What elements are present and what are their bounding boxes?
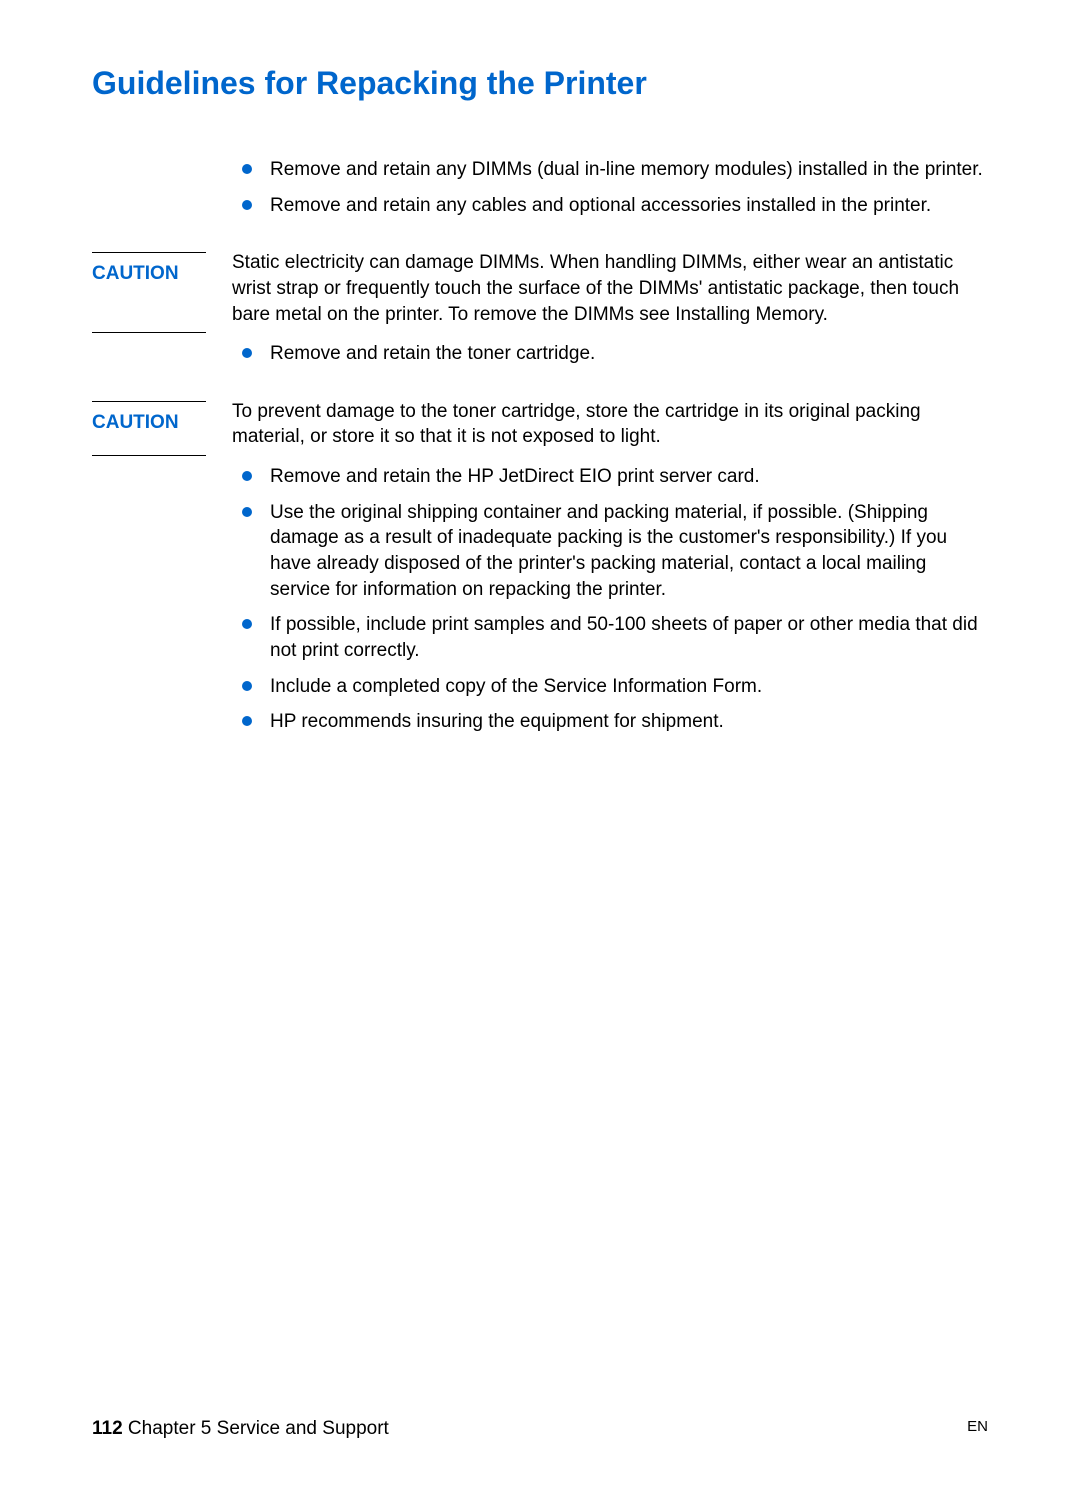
chapter-label: Chapter 5 Service and Support	[123, 1418, 389, 1439]
caution-body: Static electricity can damage DIMMs. Whe…	[232, 242, 988, 333]
caution-label: CAUTION	[92, 253, 232, 285]
list-item: Use the original shipping container and …	[232, 500, 988, 603]
page-number: 112	[92, 1418, 123, 1439]
bullet-list-1: Remove and retain any DIMMs (dual in-lin…	[232, 157, 988, 218]
list-item: HP recommends insuring the equipment for…	[232, 709, 988, 735]
section-bullets-3: Remove and retain the HP JetDirect EIO p…	[92, 464, 988, 745]
list-item: Remove and retain any cables and optiona…	[232, 193, 988, 219]
caution-label-wrapper: CAUTION	[92, 242, 232, 333]
label-col-empty	[92, 464, 232, 745]
bullet-list-3: Remove and retain the HP JetDirect EIO p…	[232, 464, 988, 735]
page-footer: 112 Chapter 5 Service and Support EN	[92, 1418, 988, 1440]
list-item: Remove and retain the toner cartridge.	[232, 341, 988, 367]
list-item: Remove and retain the HP JetDirect EIO p…	[232, 464, 988, 490]
caution-block-2: CAUTION To prevent damage to the toner c…	[92, 391, 988, 456]
body-col: Remove and retain the toner cartridge.	[232, 341, 988, 377]
label-col-empty	[92, 341, 232, 377]
body-col: Remove and retain any DIMMs (dual in-lin…	[232, 157, 988, 228]
list-item: Remove and retain any DIMMs (dual in-lin…	[232, 157, 988, 183]
footer-left: 112 Chapter 5 Service and Support	[92, 1418, 389, 1440]
body-col: Remove and retain the HP JetDirect EIO p…	[232, 464, 988, 745]
bullet-list-2: Remove and retain the toner cartridge.	[232, 341, 988, 367]
footer-lang: EN	[967, 1418, 988, 1440]
caution-body: To prevent damage to the toner cartridge…	[232, 391, 988, 456]
section-bullets-2: Remove and retain the toner cartridge.	[92, 341, 988, 377]
caution-rule	[92, 332, 206, 333]
label-col-empty	[92, 157, 232, 228]
section-bullets-1: Remove and retain any DIMMs (dual in-lin…	[92, 157, 988, 228]
caution-block-1: CAUTION Static electricity can damage DI…	[92, 242, 988, 333]
list-item: Include a completed copy of the Service …	[232, 674, 988, 700]
caution-label-wrapper: CAUTION	[92, 391, 232, 456]
caution-label: CAUTION	[92, 402, 232, 434]
page-title: Guidelines for Repacking the Printer	[92, 65, 988, 102]
caution-rule	[92, 455, 206, 456]
list-item: If possible, include print samples and 5…	[232, 612, 988, 663]
